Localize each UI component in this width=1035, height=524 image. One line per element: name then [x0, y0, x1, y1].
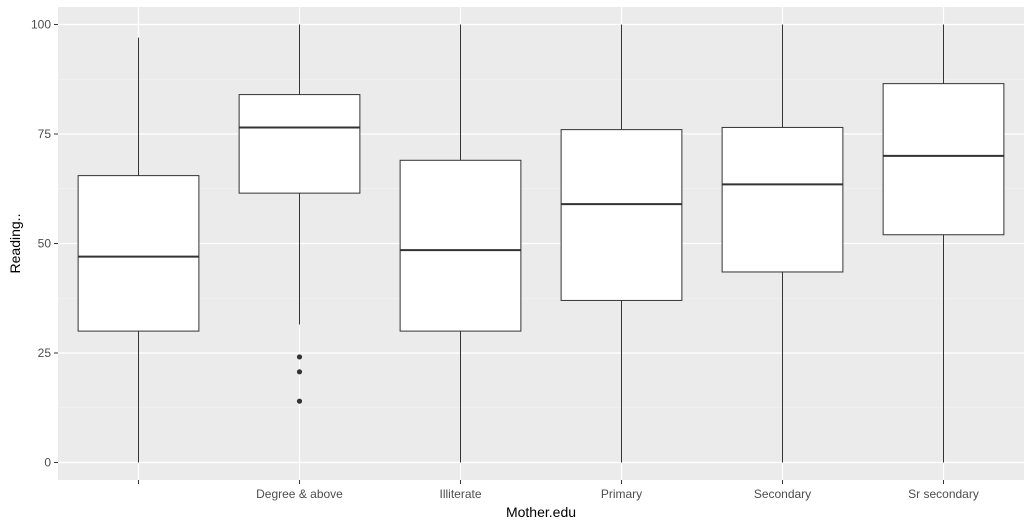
- outlier-point: [296, 398, 303, 404]
- x-tick-label: Sr secondary: [908, 487, 979, 501]
- box-group: [77, 37, 200, 463]
- y-tick-label: 50: [38, 237, 52, 251]
- y-tick-label: 0: [44, 455, 51, 469]
- box-iqr: [882, 83, 1005, 236]
- outlier-point: [296, 354, 303, 360]
- box-group: [882, 24, 1005, 463]
- minor-gridlines: [58, 78, 1024, 409]
- box-group: [238, 24, 361, 404]
- y-tick-label: 100: [31, 18, 51, 32]
- box-series: [77, 24, 1005, 463]
- outlier-point: [296, 369, 303, 375]
- y-axis-title: Reading..: [7, 214, 23, 274]
- box-group: [560, 24, 683, 463]
- x-tick-label: Primary: [601, 487, 642, 501]
- box-iqr: [399, 159, 522, 332]
- box-iqr: [721, 126, 844, 273]
- y-tick-label: 75: [38, 127, 52, 141]
- box-group: [721, 24, 844, 463]
- x-tick-label: Degree & above: [256, 487, 343, 501]
- box-iqr: [238, 94, 361, 194]
- box-group: [399, 24, 522, 463]
- x-tick-label: Illiterate: [439, 487, 481, 501]
- y-tick-label: 25: [38, 346, 52, 360]
- x-axis: Degree & above Illiterate Primary Secondary…: [138, 480, 979, 501]
- x-axis-title: Mother.edu: [506, 504, 576, 520]
- box-iqr: [77, 175, 200, 332]
- x-tick-label: Secondary: [754, 487, 811, 501]
- box-iqr: [560, 129, 683, 301]
- y-axis: 0 25 50 75 100: [31, 18, 58, 469]
